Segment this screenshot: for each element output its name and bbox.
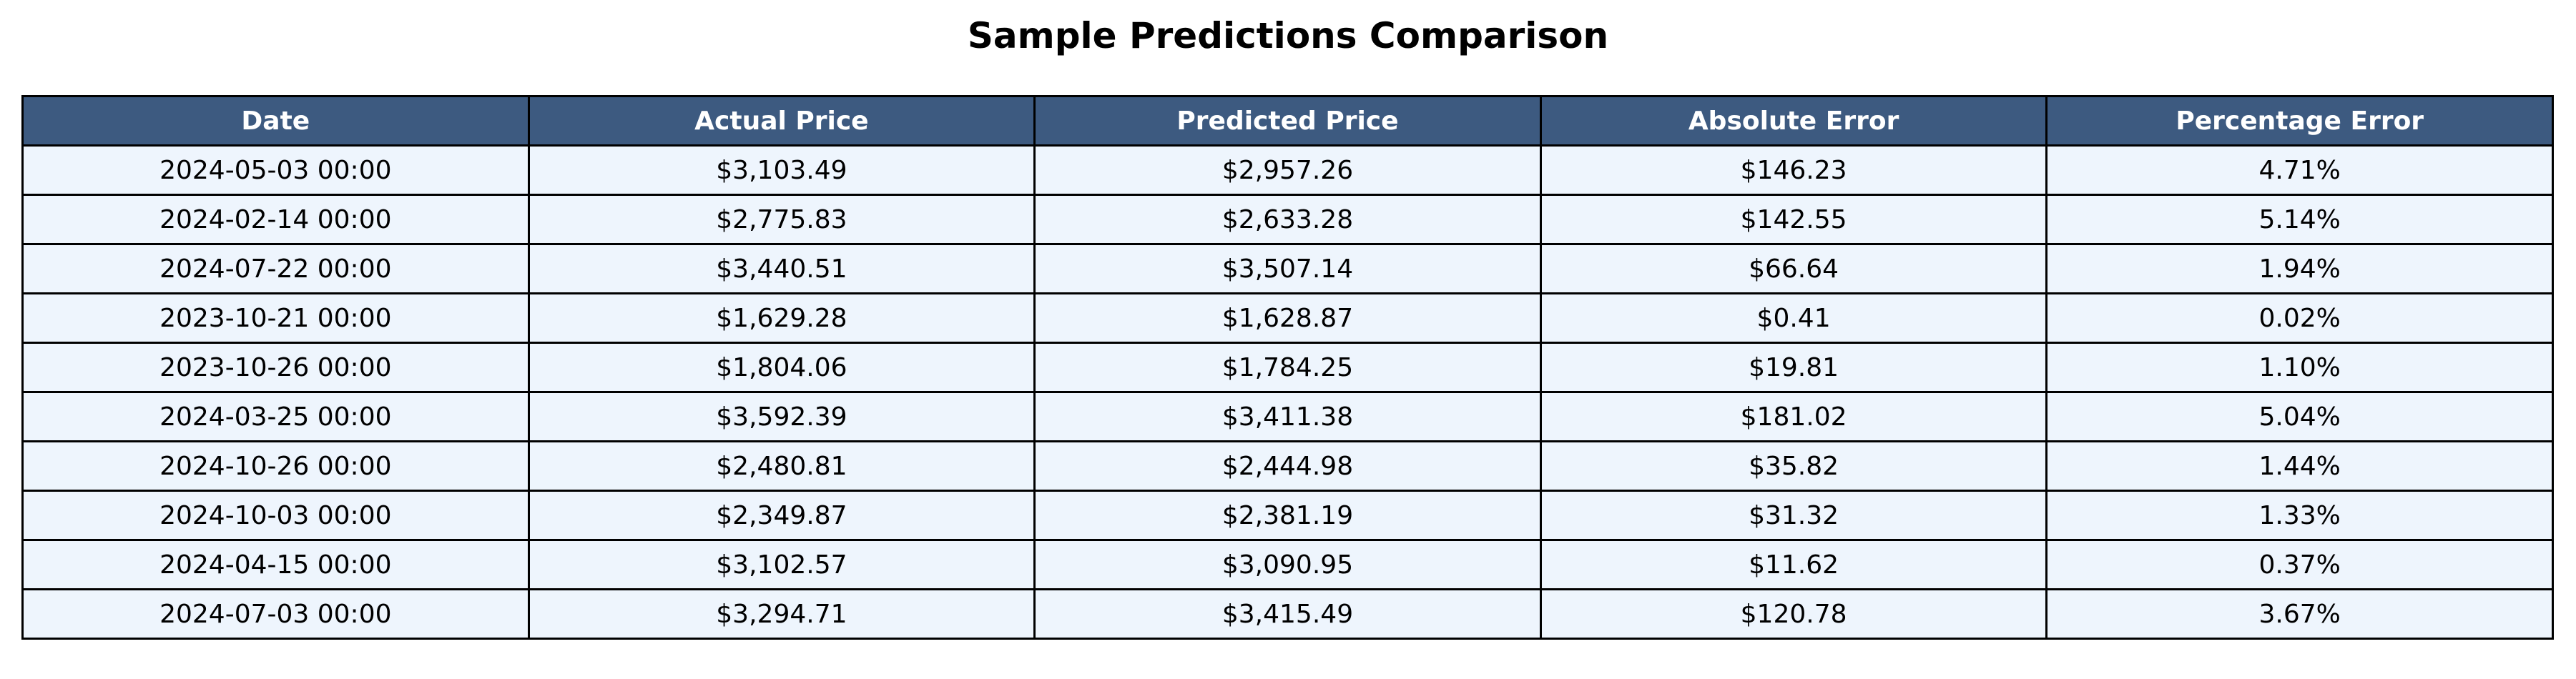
table-cell-actual-price: $1,629.28 bbox=[527, 292, 1036, 344]
table-cell-percentage-error: 4.71% bbox=[2045, 144, 2554, 196]
column-header-actual-price: Actual Price bbox=[527, 95, 1036, 147]
table-cell-actual-price: $1,804.06 bbox=[527, 342, 1036, 393]
chart-title: Sample Predictions Comparison bbox=[967, 15, 1609, 56]
table-cell-predicted-price: $2,381.19 bbox=[1033, 490, 1542, 541]
table-cell-percentage-error: 1.94% bbox=[2045, 243, 2554, 294]
table-cell-date: 2024-03-25 00:00 bbox=[21, 391, 530, 442]
table-cell-absolute-error: $35.82 bbox=[1539, 440, 2048, 492]
table-cell-date: 2024-07-22 00:00 bbox=[21, 243, 530, 294]
table-cell-predicted-price: $2,633.28 bbox=[1033, 194, 1542, 245]
table-row: 2024-07-22 00:00 $3,440.51 $3,507.14 $66.64… bbox=[21, 243, 2554, 294]
table-cell-predicted-price: $3,411.38 bbox=[1033, 391, 1542, 442]
table-cell-predicted-price: $3,415.49 bbox=[1033, 588, 1542, 640]
table-cell-actual-price: $3,294.71 bbox=[527, 588, 1036, 640]
column-header-predicted-price: Predicted Price bbox=[1033, 95, 1542, 147]
table-cell-percentage-error: 0.37% bbox=[2045, 539, 2554, 590]
table-cell-predicted-price: $3,507.14 bbox=[1033, 243, 1542, 294]
table-cell-date: 2024-07-03 00:00 bbox=[21, 588, 530, 640]
table-cell-absolute-error: $31.32 bbox=[1539, 490, 2048, 541]
table-cell-actual-price: $3,440.51 bbox=[527, 243, 1036, 294]
table-cell-date: 2024-02-14 00:00 bbox=[21, 194, 530, 245]
table-row: 2024-03-25 00:00 $3,592.39 $3,411.38 $181.0… bbox=[21, 391, 2554, 442]
table-cell-date: 2024-10-26 00:00 bbox=[21, 440, 530, 492]
table-cell-actual-price: $3,103.49 bbox=[527, 144, 1036, 196]
table-cell-percentage-error: 3.67% bbox=[2045, 588, 2554, 640]
table-cell-date: 2023-10-21 00:00 bbox=[21, 292, 530, 344]
table-cell-date: 2024-04-15 00:00 bbox=[21, 539, 530, 590]
table-cell-absolute-error: $146.23 bbox=[1539, 144, 2048, 196]
table-body: 2024-05-03 00:00 $3,103.49 $2,957.26 $146.2… bbox=[21, 144, 2554, 640]
table-cell-percentage-error: 1.44% bbox=[2045, 440, 2554, 492]
table-row: 2024-10-26 00:00 $2,480.81 $2,444.98 $35.82… bbox=[21, 440, 2554, 492]
table-cell-predicted-price: $1,784.25 bbox=[1033, 342, 1542, 393]
table-cell-predicted-price: $1,628.87 bbox=[1033, 292, 1542, 344]
column-header-date: Date bbox=[21, 95, 530, 147]
table-cell-percentage-error: 1.33% bbox=[2045, 490, 2554, 541]
table-cell-absolute-error: $142.55 bbox=[1539, 194, 2048, 245]
column-header-percentage-error: Percentage Error bbox=[2045, 95, 2554, 147]
table-cell-actual-price: $3,592.39 bbox=[527, 391, 1036, 442]
table-row: 2024-05-03 00:00 $3,103.49 $2,957.26 $146.2… bbox=[21, 144, 2554, 196]
table-row: 2023-10-21 00:00 $1,629.28 $1,628.87 $0.41 0… bbox=[21, 292, 2554, 344]
table-cell-absolute-error: $0.41 bbox=[1539, 292, 2048, 344]
table-row: 2024-04-15 00:00 $3,102.57 $3,090.95 $11.62… bbox=[21, 539, 2554, 590]
table-cell-date: 2023-10-26 00:00 bbox=[21, 342, 530, 393]
table-cell-date: 2024-10-03 00:00 bbox=[21, 490, 530, 541]
table-cell-date: 2024-05-03 00:00 bbox=[21, 144, 530, 196]
column-header-absolute-error: Absolute Error bbox=[1539, 95, 2048, 147]
table-cell-absolute-error: $181.02 bbox=[1539, 391, 2048, 442]
table-cell-absolute-error: $19.81 bbox=[1539, 342, 2048, 393]
predictions-table: Date Actual Price Predicted Price Absolu… bbox=[21, 95, 2554, 640]
table-cell-absolute-error: $120.78 bbox=[1539, 588, 2048, 640]
table-cell-actual-price: $2,775.83 bbox=[527, 194, 1036, 245]
table-row: 2024-02-14 00:00 $2,775.83 $2,633.28 $142.5… bbox=[21, 194, 2554, 245]
table-cell-percentage-error: 1.10% bbox=[2045, 342, 2554, 393]
table-cell-percentage-error: 0.02% bbox=[2045, 292, 2554, 344]
table-cell-predicted-price: $3,090.95 bbox=[1033, 539, 1542, 590]
table-cell-predicted-price: $2,957.26 bbox=[1033, 144, 1542, 196]
table-row: 2024-10-03 00:00 $2,349.87 $2,381.19 $31.32… bbox=[21, 490, 2554, 541]
table-cell-percentage-error: 5.14% bbox=[2045, 194, 2554, 245]
table-cell-absolute-error: $11.62 bbox=[1539, 539, 2048, 590]
table-cell-actual-price: $2,480.81 bbox=[527, 440, 1036, 492]
table-row: 2023-10-26 00:00 $1,804.06 $1,784.25 $19.81… bbox=[21, 342, 2554, 393]
table-cell-actual-price: $3,102.57 bbox=[527, 539, 1036, 590]
header-row: Date Actual Price Predicted Price Absolu… bbox=[21, 95, 2554, 147]
table-row: 2024-07-03 00:00 $3,294.71 $3,415.49 $120.7… bbox=[21, 588, 2554, 640]
table-cell-actual-price: $2,349.87 bbox=[527, 490, 1036, 541]
table-cell-percentage-error: 5.04% bbox=[2045, 391, 2554, 442]
table-cell-predicted-price: $2,444.98 bbox=[1033, 440, 1542, 492]
table-cell-absolute-error: $66.64 bbox=[1539, 243, 2048, 294]
